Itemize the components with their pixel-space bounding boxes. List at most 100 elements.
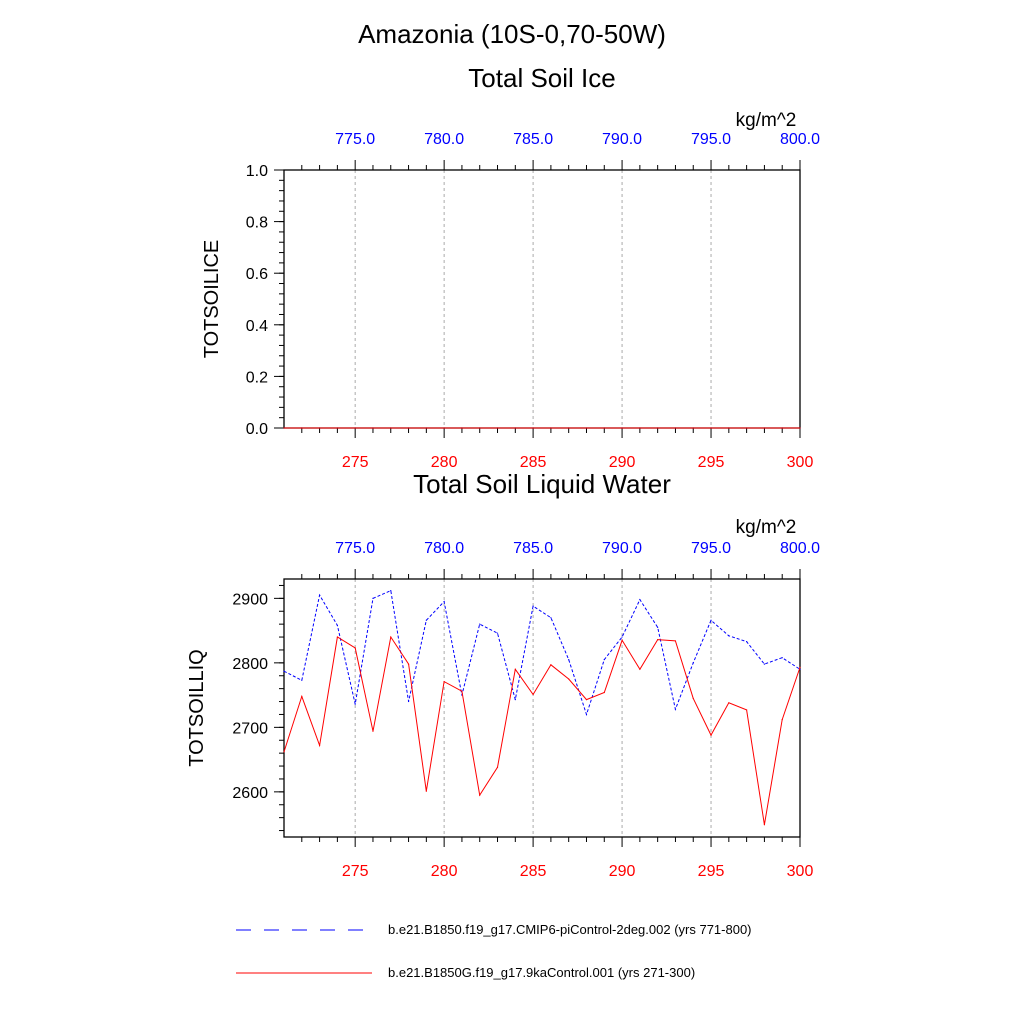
legend-label-control: b.e21.B1850.f19_g17.CMIP6-piControl-2deg… — [388, 922, 752, 937]
data-point — [728, 427, 730, 429]
data-point — [390, 590, 392, 592]
data-point — [514, 427, 516, 429]
data-point — [443, 680, 445, 683]
data-point — [461, 427, 463, 429]
x-bottom-tick-label: 275 — [342, 454, 369, 471]
data-point — [496, 766, 499, 768]
data-point — [301, 679, 303, 681]
series-line-9ka-control — [283, 635, 801, 825]
data-point — [639, 599, 641, 601]
units-label: kg/m^2 — [736, 110, 797, 131]
legend: b.e21.B1850.f19_g17.CMIP6-piControl-2deg… — [236, 922, 752, 980]
data-point — [479, 623, 481, 625]
data-point — [550, 617, 552, 619]
data-point — [603, 659, 605, 661]
data-point — [799, 666, 801, 668]
chart-title: Total Soil Ice — [468, 63, 615, 93]
chart-title: Total Soil Liquid Water — [413, 469, 671, 499]
y-tick-label: 0.0 — [246, 421, 268, 438]
series-line-control — [283, 589, 801, 717]
data-point — [710, 734, 712, 736]
data-point — [585, 427, 588, 429]
data-point — [781, 427, 783, 429]
data-point — [425, 427, 427, 429]
data-point — [354, 703, 356, 705]
data-point — [692, 662, 694, 664]
plot-frame — [283, 578, 801, 838]
data-point — [621, 427, 623, 429]
data-point — [390, 427, 392, 429]
data-point — [496, 427, 499, 429]
x-bottom-tick-label: 290 — [609, 863, 636, 880]
data-point — [657, 626, 659, 628]
data-point — [407, 663, 410, 665]
data-point — [568, 678, 570, 680]
data-point — [514, 668, 516, 670]
data-point — [746, 427, 748, 429]
data-point — [621, 639, 623, 641]
data-point — [532, 693, 534, 696]
data-point — [603, 427, 605, 429]
data-point — [372, 427, 374, 429]
data-point — [301, 695, 303, 697]
data-point — [336, 636, 338, 638]
data-point — [354, 427, 356, 429]
x-bottom-tick-label: 280 — [431, 454, 458, 471]
data-point — [692, 697, 694, 699]
data-point — [461, 690, 463, 692]
data-point — [372, 597, 374, 599]
data-point — [746, 640, 748, 643]
data-point — [550, 664, 552, 666]
data-point — [568, 659, 570, 661]
y-axis-label: TOTSOILICE — [201, 240, 223, 359]
x-bottom-tick-label: 295 — [698, 454, 725, 471]
x-top-tick-label: 785.0 — [513, 540, 553, 557]
data-point — [390, 636, 392, 638]
data-point — [532, 605, 534, 607]
y-tick-label: 0.8 — [246, 215, 268, 232]
data-point — [603, 691, 605, 694]
data-point — [407, 700, 410, 703]
data-point — [336, 427, 338, 429]
y-tick-label: 0.2 — [246, 369, 268, 386]
x-top-tick-label: 775.0 — [335, 131, 375, 148]
data-point — [407, 427, 410, 429]
data-point — [372, 730, 374, 732]
data-point — [585, 699, 588, 701]
data-point — [799, 427, 801, 429]
data-point — [283, 427, 285, 429]
data-point — [318, 594, 321, 596]
data-point — [443, 600, 445, 603]
data-point — [496, 632, 499, 634]
legend-label-9ka-control: b.e21.B1850G.f19_g17.9kaControl.001 (yrs… — [388, 965, 695, 980]
x-top-tick-label: 795.0 — [691, 540, 731, 557]
x-top-tick-label: 795.0 — [691, 131, 731, 148]
data-point — [657, 427, 659, 429]
data-point — [657, 639, 659, 641]
x-bottom-tick-label: 295 — [698, 863, 725, 880]
data-point — [763, 427, 766, 429]
x-top-tick-label: 800.0 — [780, 131, 820, 148]
data-point — [763, 663, 766, 665]
data-point — [621, 636, 623, 638]
data-point — [532, 427, 534, 429]
y-tick-label: 2600 — [232, 785, 268, 802]
data-point — [674, 427, 677, 429]
x-bottom-tick-label: 290 — [609, 454, 636, 471]
data-point — [710, 427, 712, 429]
y-axis-label: TOTSOILLIQ — [186, 649, 208, 766]
data-point — [568, 427, 570, 429]
data-point — [301, 427, 303, 429]
data-point — [514, 699, 516, 701]
data-point — [781, 657, 783, 659]
data-point — [692, 427, 694, 429]
units-label: kg/m^2 — [736, 517, 797, 538]
data-point — [425, 619, 427, 621]
x-bottom-tick-label: 280 — [431, 863, 458, 880]
x-top-tick-label: 800.0 — [780, 540, 820, 557]
y-tick-label: 2700 — [232, 720, 268, 737]
data-point — [639, 427, 641, 429]
x-bottom-tick-label: 275 — [342, 863, 369, 880]
page-title: Amazonia (10S-0,70-50W) — [358, 19, 666, 49]
